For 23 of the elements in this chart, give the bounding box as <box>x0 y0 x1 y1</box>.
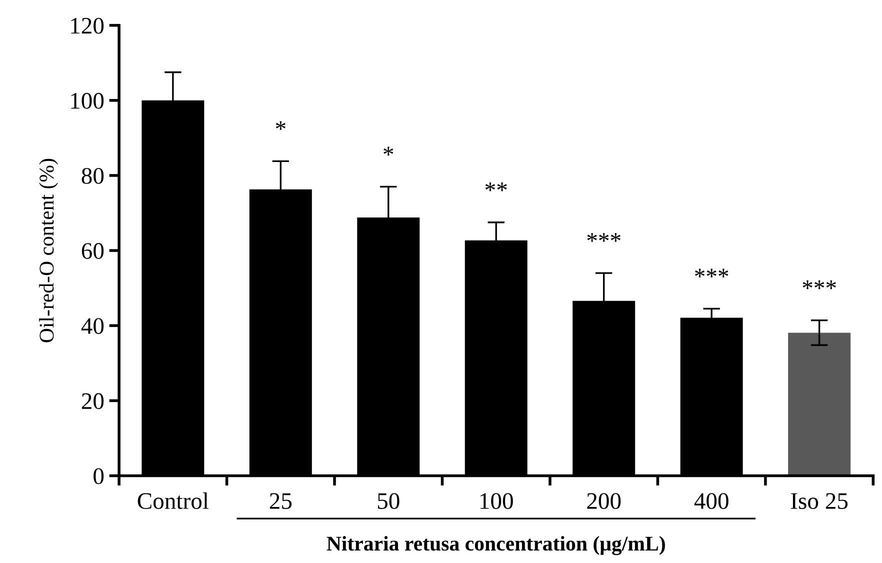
x-tick-label: 50 <box>378 493 400 510</box>
y-tick-label: 120 <box>71 18 104 34</box>
annotation: *** <box>695 268 728 278</box>
y-tick-label: 60 <box>82 243 104 259</box>
x-tick-label: 100 <box>480 493 513 510</box>
x-tick-label: 25 <box>270 493 292 510</box>
annotation: *** <box>587 233 620 242</box>
x-tick-label: Iso 25 <box>790 493 848 510</box>
x-tick-label: Control <box>138 492 209 510</box>
y-tick-label: 100 <box>71 92 104 109</box>
y-axis-title: Oil-red-O content (%) <box>39 158 58 342</box>
x-tick-label: 200 <box>587 493 621 510</box>
annotation: * <box>384 146 394 156</box>
y-tick-label: 80 <box>82 168 104 184</box>
y-tick-label: 20 <box>82 393 104 410</box>
y-tick-label: 0 <box>94 468 104 484</box>
annotation: *** <box>802 280 836 290</box>
bar <box>788 332 851 476</box>
annotation: ** <box>485 182 507 192</box>
x-axis-title: Nitraria retusa concentration (μg/mL) <box>326 536 665 556</box>
y-tick-label: 40 <box>81 318 104 334</box>
annotation: * <box>276 121 286 130</box>
x-tick-label: 400 <box>694 493 728 510</box>
